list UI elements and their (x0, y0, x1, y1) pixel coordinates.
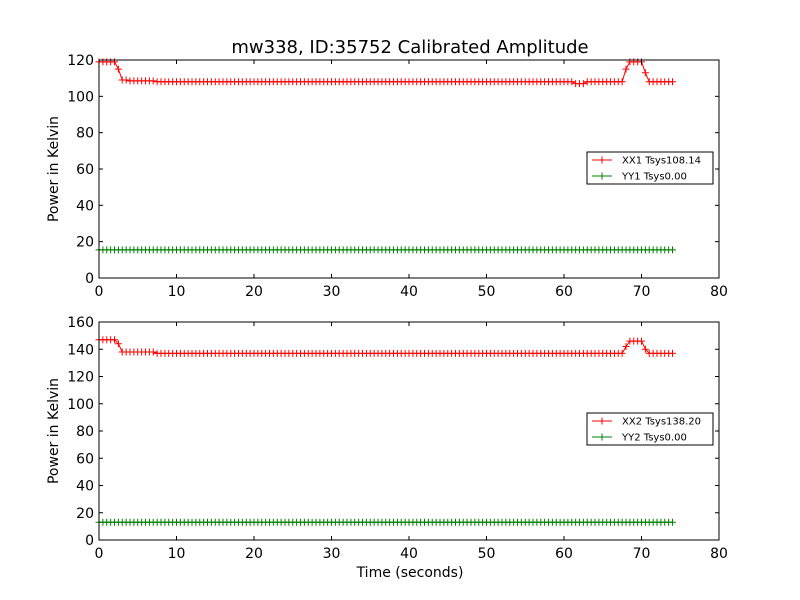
x-tick-label: 20 (245, 546, 263, 562)
data-point-marker (669, 349, 676, 357)
series-1-1 (95, 518, 676, 526)
legend-box (586, 412, 714, 446)
legend-label: YY2 Tsys0.00 (621, 433, 687, 444)
x-tick-label: 10 (168, 546, 186, 562)
data-point-marker (114, 65, 122, 73)
x-tick-label: 80 (710, 546, 728, 562)
y-tick-label: 100 (67, 89, 94, 105)
x-tick-label: 70 (633, 284, 651, 300)
x-tick-label: 30 (323, 284, 341, 300)
series-0-0 (95, 58, 676, 88)
bottom-panel: 0 10 20 30 40 50 60 70 80 0 20 40 60 80 100 120 140 160 XX… (67, 315, 728, 562)
data-point-marker (114, 340, 122, 348)
legend-swatch-marker (598, 156, 606, 164)
data-point-marker (669, 78, 676, 86)
data-point-marker (618, 78, 626, 86)
y-tick-label: 140 (67, 342, 94, 358)
y-tick-label: 20 (76, 506, 94, 522)
y-tick-label: 0 (85, 271, 94, 287)
data-point-marker (638, 337, 645, 345)
y-tick-label: 160 (67, 315, 94, 331)
data-point-marker (622, 65, 630, 73)
x-tick-label: 40 (400, 546, 418, 562)
x-tick-label: 60 (555, 284, 573, 300)
x-tick-label: 30 (323, 546, 341, 562)
data-point-marker (568, 78, 576, 86)
x-tick-label: 10 (168, 284, 186, 300)
data-point-marker (111, 58, 118, 66)
data-point-marker (618, 349, 626, 357)
legend-swatch-marker (598, 172, 606, 180)
x-tick-label: 60 (555, 546, 573, 562)
top-panel: 0 10 20 30 40 50 60 70 80 0 20 40 60 80 100 120 XX1 Tsys… (67, 53, 728, 300)
x-tick-label: 70 (633, 546, 651, 562)
data-point-marker (122, 76, 130, 84)
series-1-0 (95, 336, 676, 357)
legend-swatch-marker (598, 417, 606, 425)
data-point-marker (669, 246, 676, 254)
legend-label: XX2 Tsys138.20 (622, 417, 701, 428)
chart-title: mw338, ID:35752 Calibrated Amplitude (231, 37, 588, 58)
top-y-axis-label: Power in Kelvin (46, 116, 62, 222)
x-tick-label: 0 (95, 546, 104, 562)
data-point-marker (149, 348, 157, 356)
y-tick-label: 60 (76, 162, 94, 178)
series-0-1 (95, 246, 676, 254)
y-tick-label: 100 (67, 397, 94, 413)
y-tick-label: 120 (67, 53, 94, 69)
y-tick-label: 40 (76, 198, 94, 214)
y-tick-label: 80 (76, 126, 94, 142)
data-point-marker (669, 518, 676, 526)
x-tick-label: 0 (95, 284, 104, 300)
x-tick-label: 80 (710, 284, 728, 300)
data-point-marker (579, 80, 587, 88)
legend-label: XX1 Tsys108.14 (622, 156, 701, 167)
x-tick-label: 20 (245, 284, 263, 300)
legend-label: YY1 Tsys0.00 (621, 172, 687, 183)
bottom-y-axis-label: Power in Kelvin (46, 378, 62, 484)
y-tick-label: 40 (76, 479, 94, 495)
data-point-marker (149, 77, 157, 85)
data-point-marker (641, 69, 649, 77)
x-tick-label: 40 (400, 284, 418, 300)
data-point-marker (622, 343, 630, 351)
legend-box (586, 151, 714, 185)
y-tick-label: 80 (76, 424, 94, 440)
legend-swatch-marker (598, 433, 606, 441)
legend: XX2 Tsys138.20 YY2 Tsys0.00 (586, 412, 714, 446)
data-point-marker (111, 336, 118, 344)
y-tick-label: 0 (85, 533, 94, 549)
y-tick-label: 20 (76, 235, 94, 251)
x-tick-label: 50 (478, 284, 496, 300)
x-tick-label: 50 (478, 546, 496, 562)
y-tick-label: 120 (67, 370, 94, 386)
x-axis-label: Time (seconds) (356, 565, 464, 581)
legend: XX1 Tsys108.14 YY1 Tsys0.00 (586, 151, 714, 185)
data-point-marker (641, 345, 649, 353)
y-tick-label: 60 (76, 451, 94, 467)
